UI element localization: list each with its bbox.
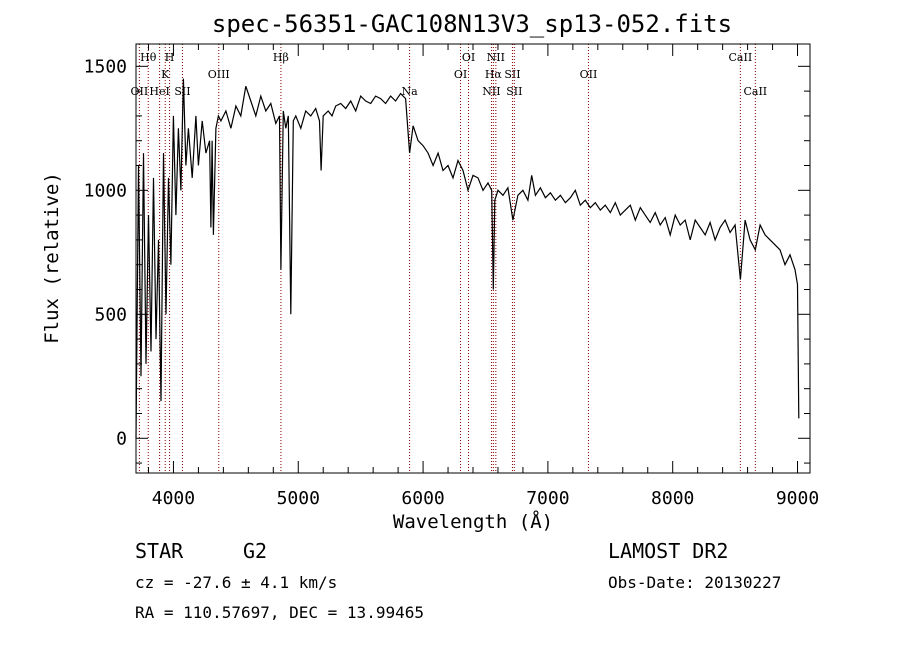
y-tick-label: 0: [116, 428, 127, 449]
line-marker-label: SII: [174, 85, 190, 98]
x-tick-label: 5000: [277, 488, 320, 509]
y-axis-ticks: 0 500 1000 1500: [84, 56, 810, 464]
line-marker-label: Na: [402, 85, 419, 98]
line-marker-label: OI: [462, 51, 475, 64]
line-marker-label: OIII: [208, 68, 230, 81]
line-marker-label: NII: [482, 85, 500, 98]
y-tick-label: 1000: [84, 180, 127, 201]
line-marker-label: SII: [504, 68, 520, 81]
line-marker-label: Hβ: [273, 51, 289, 64]
observation-date: Obs-Date: 20130227: [608, 573, 781, 592]
line-marker-label: Hα: [485, 68, 503, 81]
redshift-velocity: cz = -27.6 ± 4.1 km/s: [135, 573, 337, 592]
spectrum-series-group: [135, 78, 800, 439]
line-marker-label: SII: [506, 85, 522, 98]
y-tick-label: 1500: [84, 56, 127, 77]
x-axis-label: Wavelength (Å): [393, 510, 553, 533]
y-tick-label: 500: [94, 304, 127, 325]
x-tick-label: 9000: [776, 488, 819, 509]
line-marker-label: H: [165, 51, 175, 64]
line-marker-label: OI: [454, 68, 467, 81]
x-tick-label: 7000: [526, 488, 569, 509]
line-marker-label: K: [161, 68, 170, 81]
line-marker-label: OII: [580, 68, 598, 81]
object-class: STAR: [135, 539, 184, 563]
survey-name: LAMOST DR2: [608, 539, 728, 563]
line-marker-label: HeI: [149, 85, 169, 98]
x-tick-label: 6000: [401, 488, 444, 509]
object-subclass: G2: [243, 539, 267, 563]
sky-coordinates: RA = 110.57697, DEC = 13.99465: [135, 603, 424, 622]
x-axis-ticks: 4000 5000 6000 7000 8000 9000: [147, 44, 819, 509]
line-marker-label: NII: [487, 51, 505, 64]
x-tick-label: 4000: [152, 488, 195, 509]
line-marker-label: CaII: [743, 85, 767, 98]
emission-line-markers: OIIHθHeIKHSIIOIIIHβNaOIOINIIHαNIISIISIIO…: [131, 44, 767, 473]
y-axis-label: Flux (relative): [41, 172, 63, 344]
line-marker-label: CaII: [729, 51, 753, 64]
chart-title: spec-56351-GAC108N13V3_sp13-052.fits: [212, 10, 732, 38]
line-marker-label: Hθ: [140, 51, 157, 64]
spectrum-line: [135, 78, 800, 439]
x-tick-label: 8000: [651, 488, 694, 509]
